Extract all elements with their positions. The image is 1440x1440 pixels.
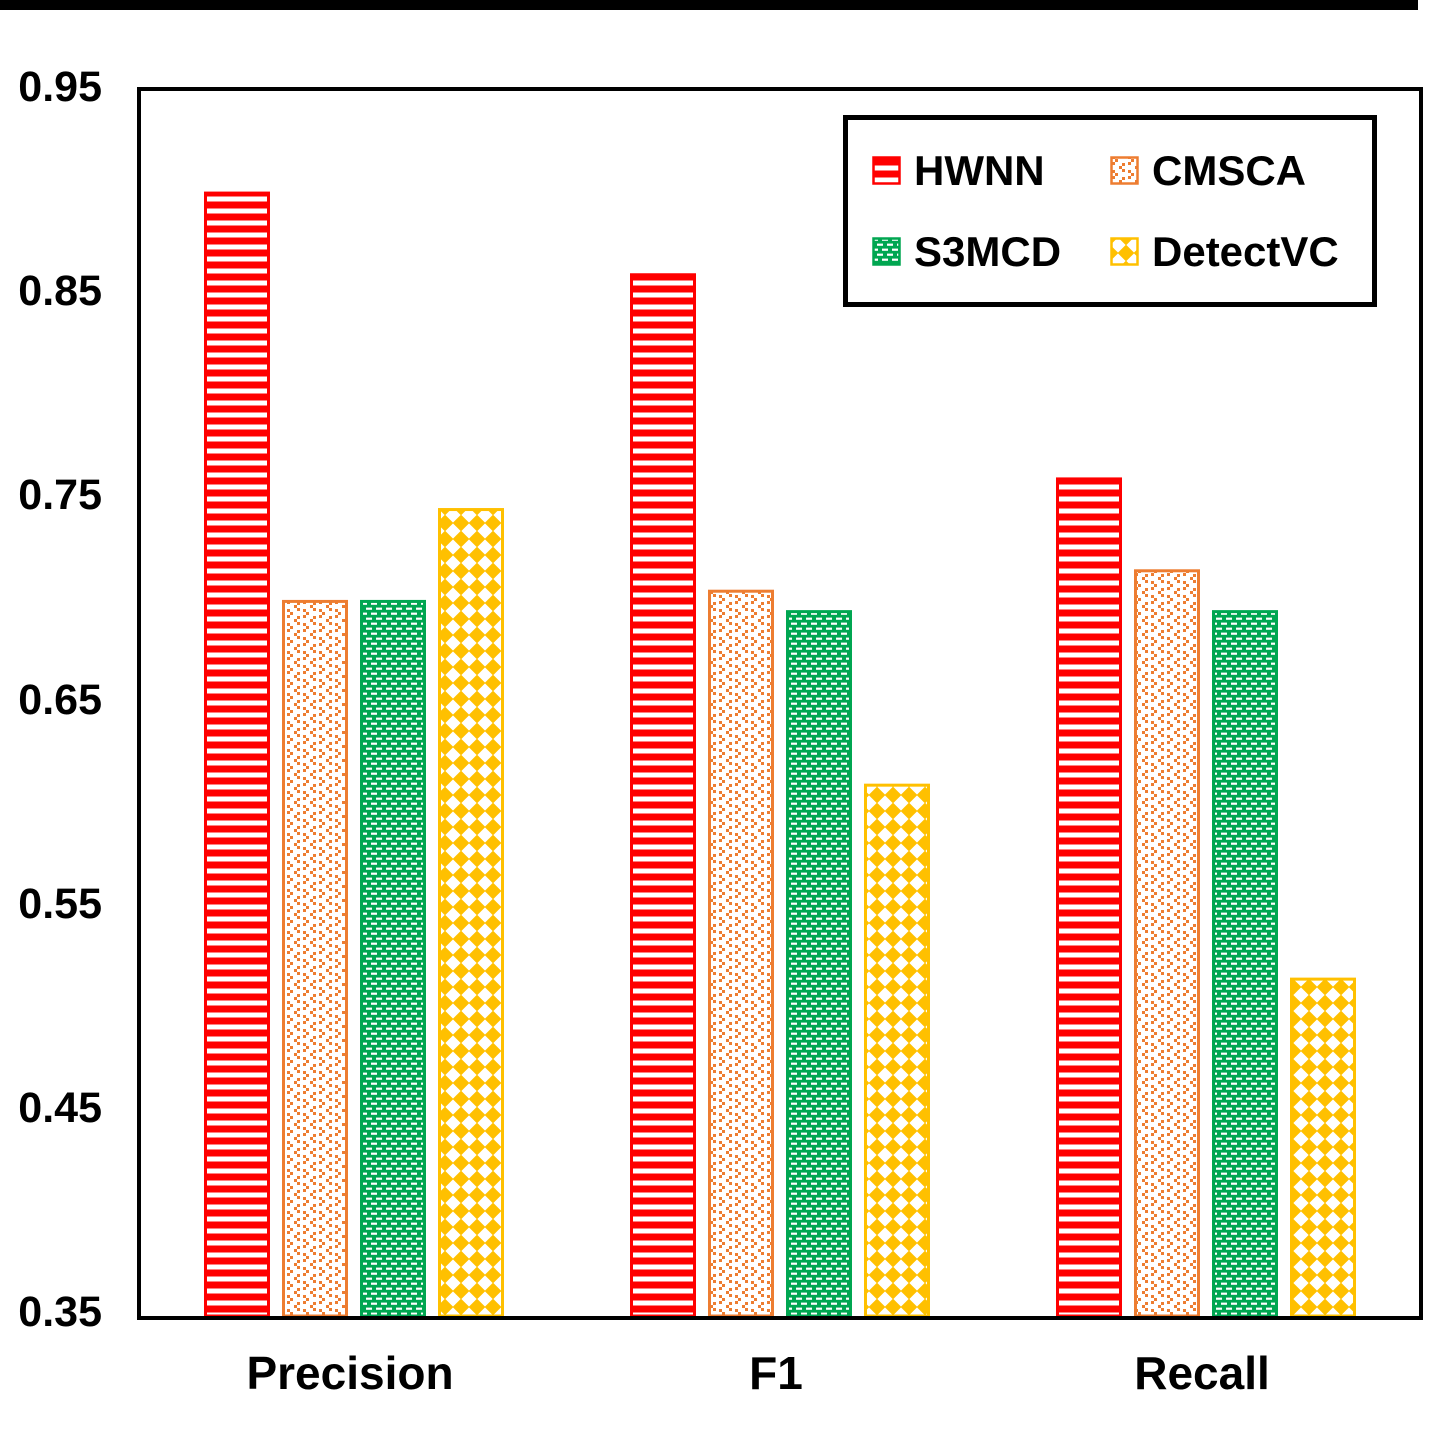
bars-canvas <box>204 191 1356 1316</box>
legend-item-detectvc: DetectVC <box>1110 228 1372 276</box>
bar-detectvc-precision <box>438 508 504 1316</box>
y-axis-tick-label: 0.85 <box>18 267 102 316</box>
bar-detectvc-recall <box>1290 977 1356 1316</box>
legend-item-hwnn: HWNN <box>872 147 1110 195</box>
legend-item-cmsca: CMSCA <box>1110 147 1372 195</box>
legend-swatch-detectvc-icon <box>1110 237 1139 266</box>
bar-detectvc-f1 <box>864 783 930 1316</box>
x-axis-category-label: F1 <box>749 1347 803 1399</box>
legend-label: DetectVC <box>1152 227 1339 275</box>
bar-s3mcd-precision <box>360 599 426 1316</box>
x-axis-category-label: Precision <box>246 1347 454 1399</box>
bar-hwnn-recall <box>1056 477 1122 1316</box>
x-axis-category-label: Recall <box>1134 1347 1270 1399</box>
y-axis-tick-label: 0.55 <box>18 879 102 928</box>
bar-cmsca-recall <box>1134 569 1200 1316</box>
y-axis-tick-label: 0.45 <box>18 1083 102 1132</box>
bar-cmsca-precision <box>282 599 348 1316</box>
top-rule-divider <box>0 0 1418 10</box>
y-axis-tick-label: 0.75 <box>18 471 102 520</box>
legend-swatch-hwnn-icon <box>872 156 901 185</box>
legend-label: CMSCA <box>1152 146 1306 194</box>
y-axis-tick-label: 0.95 <box>18 63 102 111</box>
bar-s3mcd-recall <box>1212 610 1278 1316</box>
y-axis-tick-label: 0.65 <box>18 675 102 724</box>
legend-swatch-s3mcd-icon <box>872 237 901 266</box>
legend-label: HWNN <box>914 146 1045 194</box>
bar-s3mcd-f1 <box>786 610 852 1316</box>
legend-label: S3MCD <box>914 227 1062 275</box>
bar-hwnn-f1 <box>630 273 696 1316</box>
bar-hwnn-precision <box>204 191 270 1316</box>
legend-item-s3mcd: S3MCD <box>872 228 1110 276</box>
legend-swatch-cmsca-icon <box>1110 156 1139 185</box>
legend: HWNN CMSCA S3MCD DetectVC <box>843 115 1377 307</box>
y-axis-tick-label: 0.35 <box>18 1288 102 1336</box>
bar-cmsca-f1 <box>708 589 774 1316</box>
